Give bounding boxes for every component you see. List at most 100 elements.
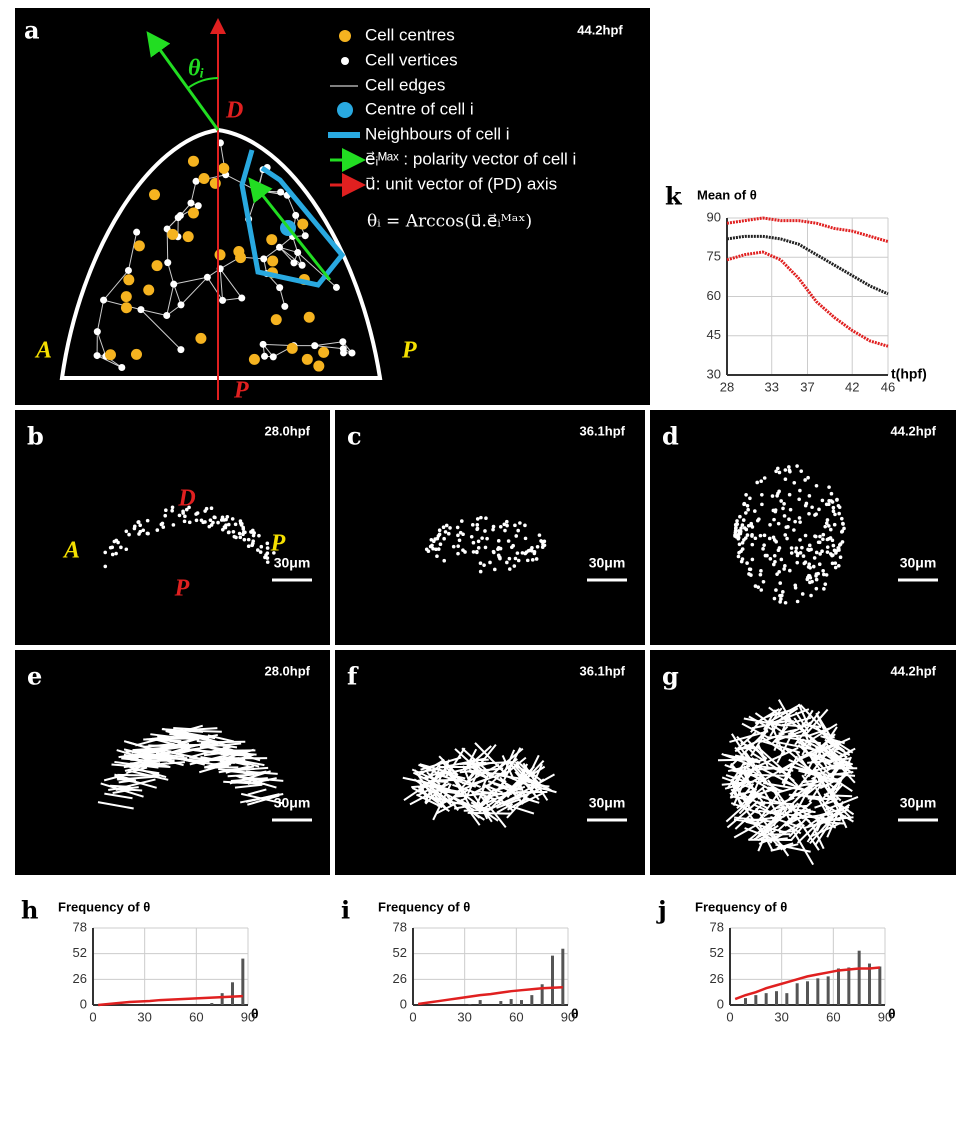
panel-a-background (15, 8, 650, 405)
cell-point (826, 545, 830, 549)
bar (231, 982, 234, 1005)
bar (827, 976, 830, 1005)
cell-point (146, 532, 150, 536)
bar (744, 998, 747, 1005)
cell-point (753, 509, 757, 513)
cell-orientation (834, 796, 852, 797)
cell-point (234, 523, 238, 527)
cell-point (517, 559, 521, 563)
cell-point (763, 534, 767, 538)
bar (806, 981, 809, 1005)
cell-vertex (170, 281, 177, 288)
cell-centre (188, 156, 199, 167)
cell-point (238, 532, 242, 536)
cell-point (778, 546, 782, 550)
timestamp: 36.1hpf (579, 663, 625, 678)
cell-point (793, 520, 797, 524)
cell-point (822, 587, 826, 591)
cell-vertex (94, 328, 101, 335)
cell-point (485, 537, 489, 541)
image-panel (335, 410, 645, 645)
cell-point (164, 508, 168, 512)
cell-point (733, 533, 737, 537)
cell-point (832, 544, 836, 548)
cell-point (263, 556, 267, 560)
cell-centre (210, 178, 221, 189)
cell-point (477, 540, 481, 544)
cell-point (807, 512, 811, 516)
cell-point (772, 535, 776, 539)
cell-centre (218, 163, 229, 174)
cell-orientation (110, 786, 130, 787)
x-tick-label: 30 (774, 1009, 788, 1024)
cell-point (460, 519, 464, 523)
cell-point (447, 532, 451, 536)
cell-point (821, 537, 825, 541)
cell-point (794, 550, 798, 554)
bar (868, 964, 871, 1005)
cell-point (516, 551, 520, 555)
bar (837, 968, 840, 1005)
y-tick-label: 52 (710, 945, 724, 960)
cell-vertex (100, 297, 107, 304)
cell-point (749, 567, 753, 571)
cell-point (442, 525, 446, 529)
cell-point (793, 583, 797, 587)
cell-point (737, 537, 741, 541)
cell-point (527, 549, 531, 553)
x-tick-label: 30 (457, 1009, 471, 1024)
cell-vertex (302, 232, 309, 239)
cell-vertex (187, 200, 194, 207)
cell-point (738, 542, 742, 546)
cell-point (476, 517, 480, 521)
cell-point (837, 564, 841, 568)
cell-point (782, 567, 786, 571)
cell-point (790, 546, 794, 550)
posterior-label: P (270, 531, 286, 557)
cell-point (247, 544, 251, 548)
cell-point (840, 530, 844, 534)
cell-point (513, 564, 517, 568)
cell-point (508, 557, 512, 561)
y-tick-label: 26 (73, 971, 87, 986)
cell-point (160, 523, 164, 527)
cell-point (798, 516, 802, 520)
cell-point (210, 506, 214, 510)
cell-point (216, 521, 220, 525)
cell-point (771, 494, 775, 498)
bar (221, 993, 224, 1005)
cell-centre (134, 240, 145, 251)
cell-point (833, 549, 837, 553)
cell-point (502, 522, 506, 526)
cell-point (745, 561, 749, 565)
cell-centre (302, 354, 313, 365)
cell-orientation (198, 759, 237, 760)
panel-label: i (341, 896, 350, 925)
cell-point (818, 541, 822, 545)
cell-point (538, 533, 542, 537)
cell-point (827, 499, 831, 503)
cell-point (746, 508, 750, 512)
y-tick-label: 52 (73, 945, 87, 960)
cell-point (518, 521, 522, 525)
cell-vertex (178, 301, 185, 308)
cell-point (735, 519, 739, 523)
cell-point (759, 569, 763, 573)
cell-point (483, 529, 487, 533)
cell-point (821, 569, 825, 573)
cell-point (759, 588, 763, 592)
scale-bar-label: 30μm (274, 795, 311, 811)
cell-point (205, 507, 209, 511)
legend-text: Centre of cell i (365, 99, 474, 118)
cell-vertex (299, 262, 306, 269)
cell-vertex (175, 214, 182, 221)
cell-point (266, 542, 270, 546)
legend-text: Cell centres (365, 25, 455, 44)
cell-point (798, 520, 802, 524)
cell-point (470, 535, 474, 539)
cell-point (742, 502, 746, 506)
cell-point (833, 513, 837, 517)
bar (765, 993, 768, 1005)
cell-point (231, 517, 235, 521)
cell-centre (318, 347, 329, 358)
